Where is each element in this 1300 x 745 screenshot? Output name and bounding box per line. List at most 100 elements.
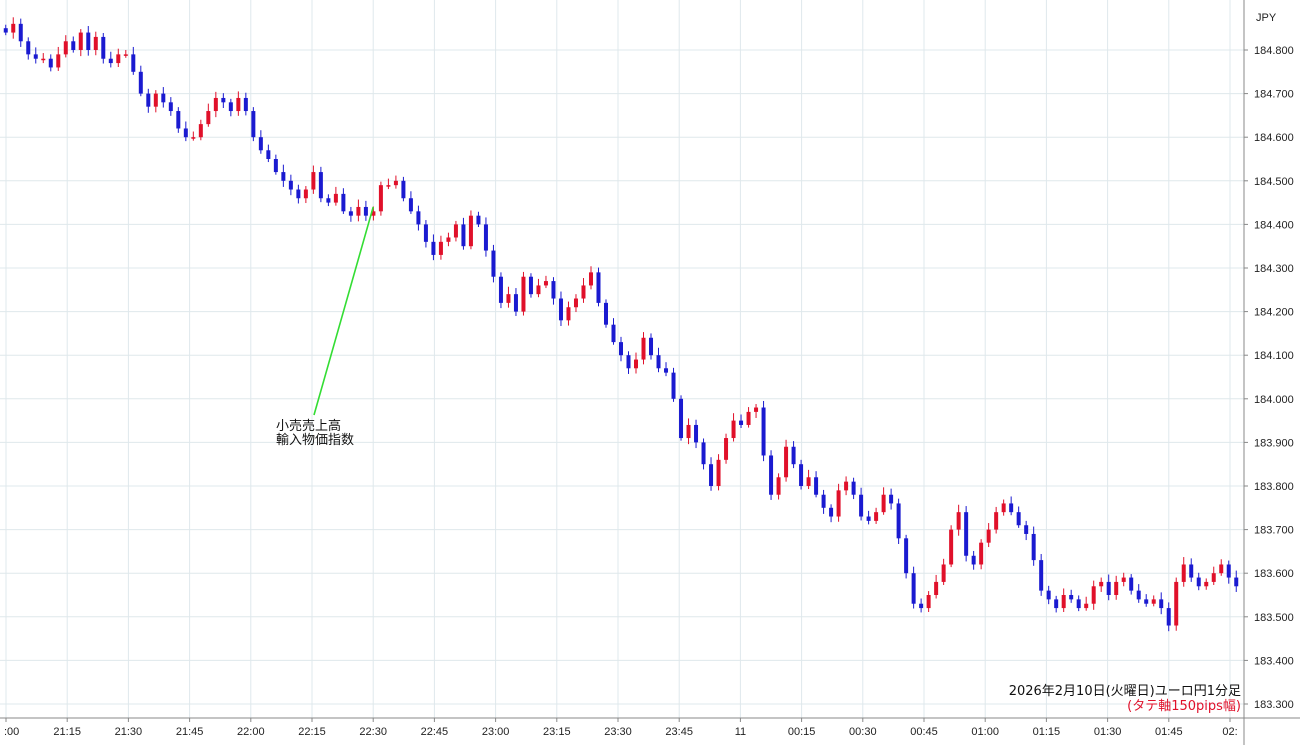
- candle-body: [476, 215, 481, 225]
- candle-body: [33, 54, 38, 59]
- candle-body: [318, 172, 323, 199]
- candle-body: [1106, 581, 1111, 595]
- candle-body: [1204, 581, 1209, 587]
- candle-body: [949, 529, 954, 565]
- candle-body: [386, 185, 391, 187]
- candle-body: [626, 355, 631, 369]
- candle-body: [664, 368, 669, 373]
- candle-body: [423, 224, 428, 242]
- candle-body: [243, 97, 248, 112]
- candle-body: [1039, 560, 1044, 591]
- candle-body: [971, 555, 976, 565]
- candle-body: [416, 211, 421, 225]
- candle-body: [814, 477, 819, 495]
- y-tick-label: 183.400: [1254, 655, 1294, 667]
- candle-body: [1151, 599, 1156, 604]
- candle-body: [1234, 577, 1239, 587]
- candle-body: [1196, 577, 1201, 587]
- candle-body: [769, 455, 774, 495]
- candle-body: [1121, 577, 1126, 582]
- y-tick-label: 184.700: [1254, 89, 1294, 101]
- candle-body: [131, 54, 136, 72]
- candle-body: [438, 241, 443, 255]
- candle-body: [709, 464, 714, 486]
- candle-body: [266, 150, 271, 159]
- candle-body: [446, 237, 451, 242]
- candle-body: [221, 97, 226, 103]
- candle-body: [1181, 564, 1186, 582]
- x-tick-label: 22:00: [237, 726, 265, 738]
- candle-body: [18, 23, 23, 42]
- candle-body: [881, 494, 886, 513]
- candle-body: [311, 172, 316, 190]
- candle-body: [1114, 581, 1119, 595]
- candle-body: [911, 573, 916, 604]
- candle-body: [341, 193, 346, 212]
- candle-body: [461, 224, 466, 247]
- y-tick-label: 184.600: [1254, 132, 1294, 144]
- candle-body: [821, 494, 826, 508]
- candle-body: [634, 359, 639, 369]
- grid-lines: [0, 0, 1244, 718]
- candle-body: [926, 595, 931, 609]
- x-tick-label: 00:45: [910, 726, 938, 738]
- candle-body: [934, 581, 939, 595]
- candle-body: [528, 276, 533, 295]
- x-tick-label: 22:30: [359, 726, 387, 738]
- candle-body: [86, 32, 91, 50]
- candle-body: [784, 446, 789, 478]
- x-tick-label: 21:30: [115, 726, 143, 738]
- candle-body: [378, 185, 383, 212]
- candle-body: [964, 512, 969, 556]
- candle-body: [829, 507, 834, 517]
- x-tick-label: 21:15: [53, 726, 81, 738]
- candle-body: [1189, 564, 1194, 578]
- candle-body: [1226, 564, 1231, 578]
- y-tick-label: 184.000: [1254, 394, 1294, 406]
- x-tick-label: 01:45: [1155, 726, 1183, 738]
- candle-body: [78, 32, 83, 50]
- candle-body: [1024, 525, 1029, 534]
- candle-body: [776, 477, 781, 495]
- candle-body: [251, 111, 256, 138]
- candle-body: [198, 124, 203, 138]
- candle-body: [258, 137, 263, 151]
- candle-body: [116, 54, 121, 64]
- candle-body: [513, 294, 518, 312]
- candle-body: [739, 420, 744, 425]
- candle-body: [1054, 599, 1059, 609]
- candle-body: [694, 424, 699, 443]
- candle-body: [296, 189, 301, 199]
- candle-body: [806, 477, 811, 486]
- candle-body: [1091, 586, 1096, 604]
- candle-body: [26, 41, 31, 55]
- candle-body: [288, 180, 293, 190]
- candle-body: [521, 276, 526, 312]
- candle-body: [844, 481, 849, 491]
- candle-body: [363, 206, 368, 216]
- candle-body: [641, 337, 646, 360]
- candle-body: [1136, 590, 1141, 600]
- x-tick-label: 22:45: [421, 726, 449, 738]
- candle-body: [558, 298, 563, 321]
- candle-body: [63, 41, 68, 55]
- candle-body: [1211, 573, 1216, 582]
- candle-body: [281, 172, 286, 181]
- candle-body: [3, 28, 8, 33]
- candle-body: [326, 198, 331, 203]
- x-tick-label: 01:00: [971, 726, 999, 738]
- candle-body: [408, 198, 413, 212]
- x-tick-label: 02:: [1222, 726, 1237, 738]
- candle-body: [896, 503, 901, 539]
- x-tick-label: :00: [4, 726, 19, 738]
- candle-body: [1061, 595, 1066, 609]
- candle-body: [588, 272, 593, 286]
- candle-body: [1076, 599, 1081, 609]
- candle-body: [168, 102, 173, 112]
- candle-body: [71, 41, 76, 50]
- candle-body: [303, 189, 308, 199]
- candle-body: [498, 276, 503, 303]
- candle-body: [671, 372, 676, 399]
- candle-body: [904, 538, 909, 574]
- candle-body: [649, 337, 654, 356]
